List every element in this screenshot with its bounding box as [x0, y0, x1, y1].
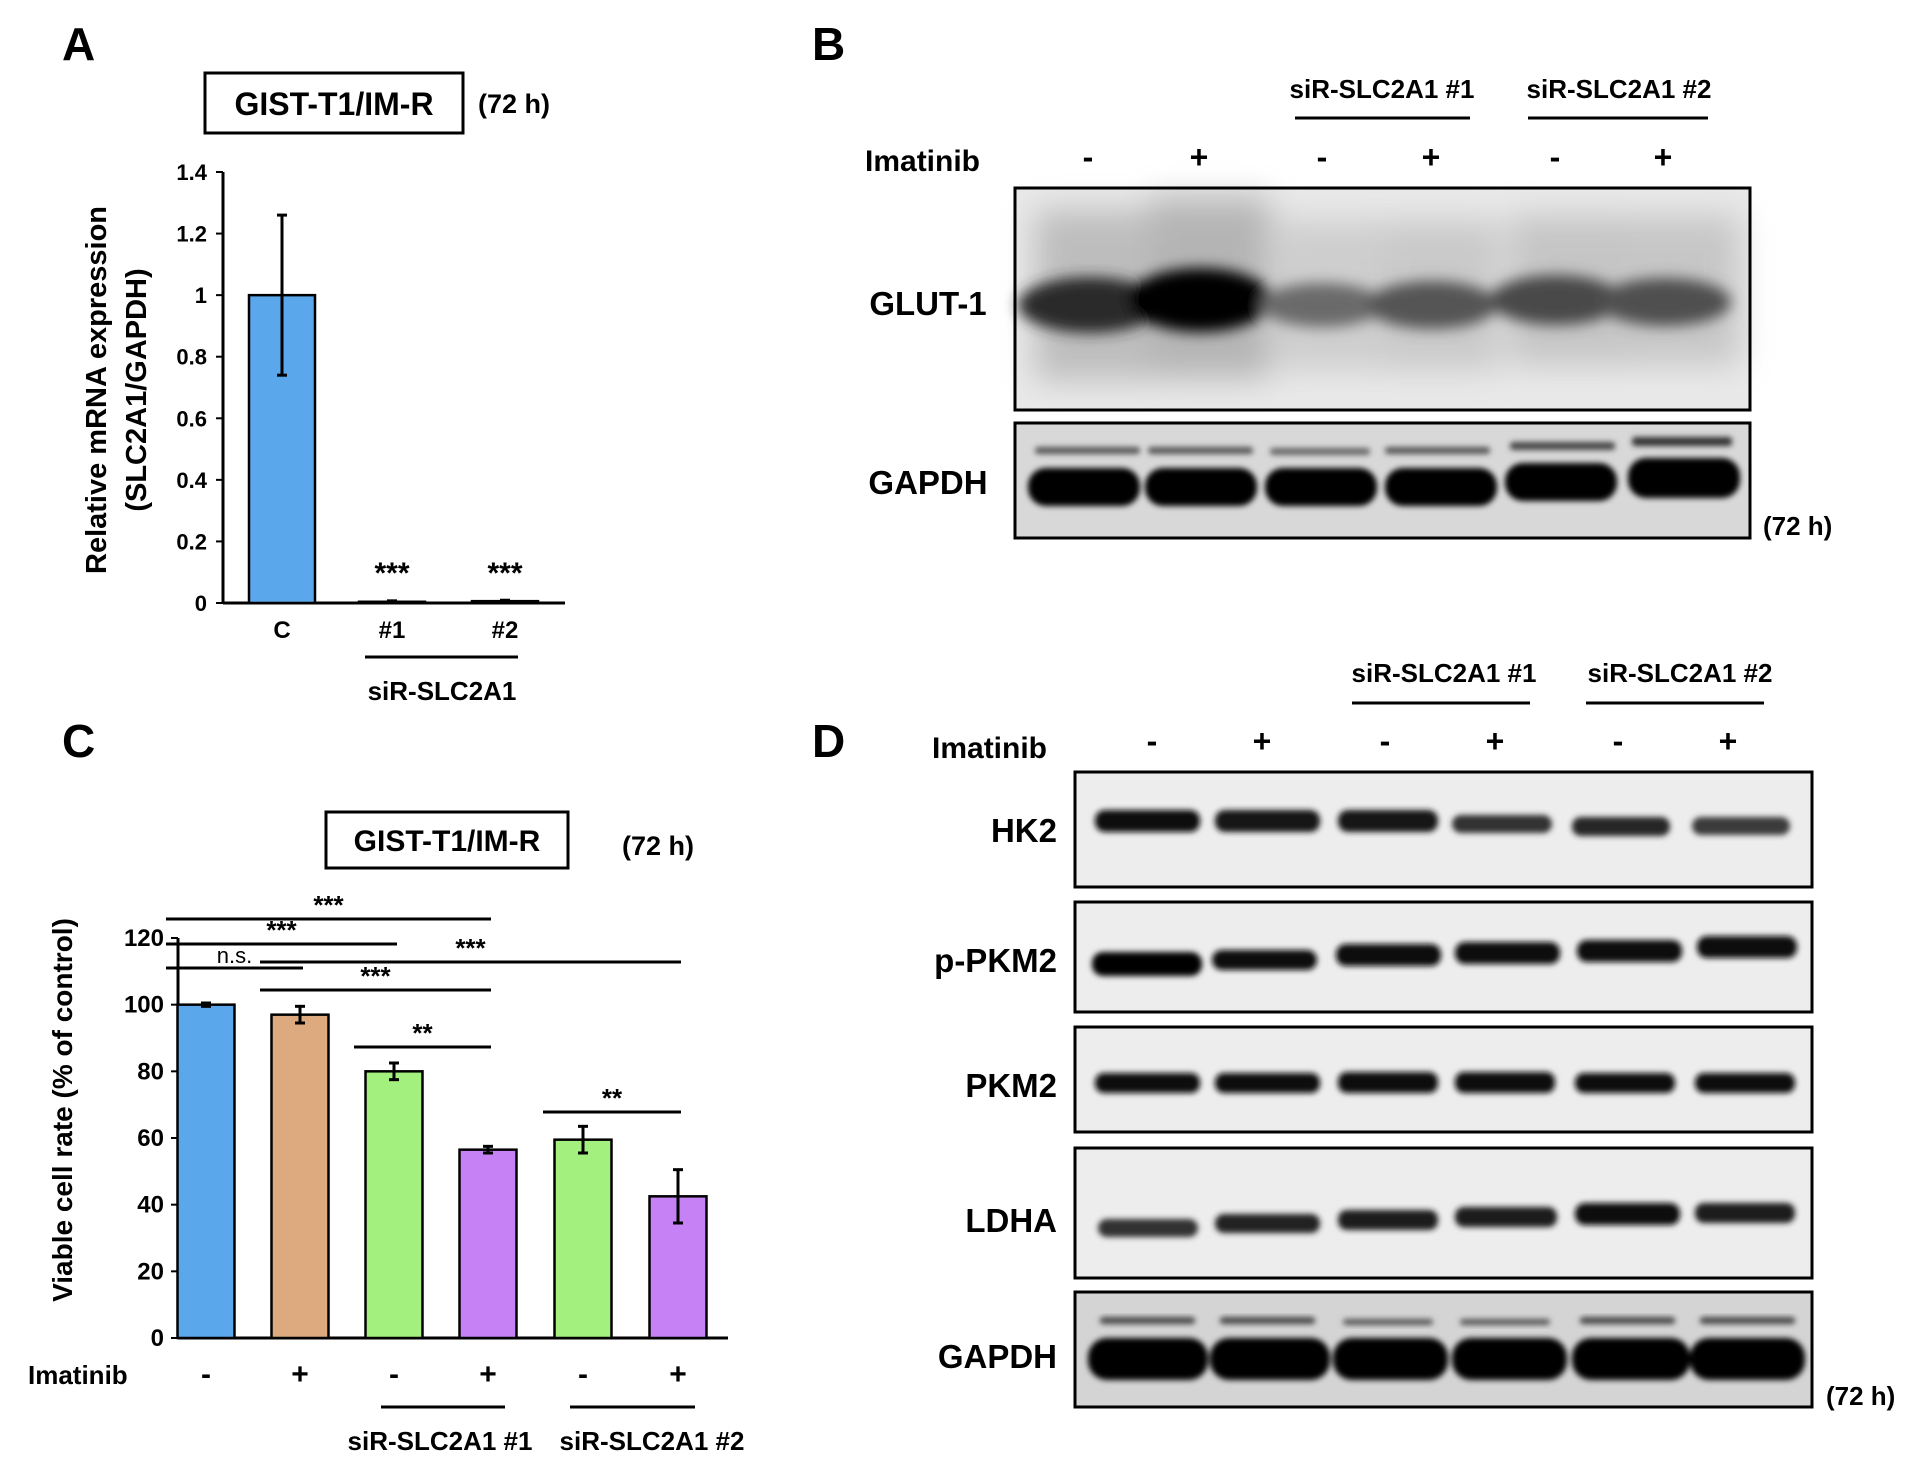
panel-d-sign: - — [1613, 723, 1624, 759]
significance-label: n.s. — [217, 943, 252, 968]
panel-a-title-box — [203, 71, 465, 135]
panel-a-chart: 0 0.2 0.4 0.6 0.8 1 1.2 1.4 C #1 *** #2 *** — [176, 160, 565, 644]
y-tick-label: 1.4 — [176, 160, 207, 185]
significance-label: *** — [374, 557, 409, 590]
panel-b-row-label-gapdh: GAPDH — [868, 464, 987, 501]
panel-c-ylabel: Viable cell rate (% of control) — [47, 918, 78, 1302]
panel-c: C GIST-T1/IM-R (72 h) Viable cell rate (… — [28, 715, 744, 1456]
panel-d-row-label-ppkm2: p-PKM2 — [934, 942, 1057, 979]
panel-b: B siR-SLC2A1 #1 siR-SLC2A1 #2 Imatinib -… — [812, 18, 1832, 541]
significance-label: *** — [360, 961, 391, 991]
y-tick-label: 60 — [137, 1125, 164, 1152]
bar — [364, 1070, 424, 1340]
panel-b-sign: + — [1654, 139, 1673, 175]
panel-b-sign: - — [1550, 139, 1561, 175]
panel-b-group1-label: siR-SLC2A1 #1 — [1290, 74, 1475, 104]
significance-label: ** — [602, 1083, 623, 1113]
panel-b-letter: B — [812, 18, 845, 70]
panel-d-sign: - — [1380, 723, 1391, 759]
significance-label: *** — [313, 890, 344, 920]
panel-b-signs: - + - + - + — [1083, 139, 1673, 175]
x-tick-label: - — [578, 1358, 588, 1391]
panel-a-letter: A — [62, 18, 95, 70]
y-tick-label: 0.8 — [176, 345, 207, 370]
x-tick-label: + — [291, 1358, 309, 1391]
x-tick-label: - — [389, 1358, 399, 1391]
panel-d-row-label-hk2: HK2 — [991, 812, 1057, 849]
panel-b-sign: - — [1317, 139, 1328, 175]
x-tick-label: #2 — [492, 617, 519, 644]
panel-a: A GIST-T1/IM-R (72 h) Relative mRNA expr… — [62, 18, 565, 706]
y-tick-label: 0 — [151, 1325, 164, 1352]
x-tick-label: - — [201, 1358, 211, 1391]
y-tick-label: 80 — [137, 1058, 164, 1085]
panel-a-ylabel-line2: (SLC2A1/GAPDH) — [121, 268, 153, 511]
panel-a-title: GIST-T1/IM-R — [234, 86, 433, 122]
x-tick-label: #1 — [379, 617, 406, 644]
panel-a-time-note: (72 h) — [478, 89, 550, 119]
panel-d-group1-label: siR-SLC2A1 #1 — [1352, 658, 1537, 688]
y-tick-label: 40 — [137, 1192, 164, 1219]
panel-b-sign: + — [1422, 139, 1441, 175]
panel-b-sign: - — [1083, 139, 1094, 175]
y-tick-label: 0 — [195, 591, 207, 616]
panel-c-title: GIST-T1/IM-R — [354, 825, 541, 858]
panel-d-treatment-label: Imatinib — [932, 732, 1047, 765]
significance-label: ** — [412, 1018, 433, 1048]
panel-c-time-note: (72 h) — [622, 831, 694, 861]
panel-c-title-box — [324, 810, 570, 870]
panel-d-time-note: (72 h) — [1826, 1381, 1895, 1411]
x-tick-label: C — [273, 617, 290, 644]
y-tick-label: 20 — [137, 1258, 164, 1285]
panel-d: D siR-SLC2A1 #1 siR-SLC2A1 #2 Imatinib -… — [812, 658, 1895, 1411]
panel-d-row-label-gapdh: GAPDH — [938, 1338, 1057, 1375]
y-tick-label: 0.4 — [176, 468, 207, 493]
blot-glut1 — [1013, 186, 1752, 412]
panel-c-treatment-label: Imatinib — [28, 1360, 128, 1390]
panel-c-letter: C — [62, 715, 95, 767]
panel-d-group2-label: siR-SLC2A1 #2 — [1588, 658, 1773, 688]
y-tick-label: 100 — [124, 992, 164, 1019]
bar — [176, 1003, 236, 1340]
panel-b-sign: + — [1190, 139, 1209, 175]
panel-a-ylabel-line1: Relative mRNA expression — [81, 206, 113, 574]
panel-b-row-label-glut1: GLUT-1 — [869, 285, 986, 322]
panel-d-row-label-ldha: LDHA — [965, 1202, 1057, 1239]
y-tick-label: 120 — [124, 925, 164, 952]
panel-d-sign: + — [1719, 723, 1738, 759]
bar — [270, 1013, 330, 1340]
blot-ldha — [1073, 1146, 1814, 1280]
panel-d-sign: + — [1486, 723, 1505, 759]
significance-label: *** — [455, 933, 486, 963]
panel-b-time-note: (72 h) — [1763, 511, 1832, 541]
y-tick-label: 1.2 — [176, 222, 207, 247]
panel-d-letter: D — [812, 715, 845, 767]
panel-b-group2-label: siR-SLC2A1 #2 — [1527, 74, 1712, 104]
panel-b-treatment-label: Imatinib — [865, 145, 980, 178]
significance-label: *** — [487, 557, 522, 590]
blot-pkm2 — [1073, 1025, 1814, 1134]
y-tick-label: 1 — [195, 283, 207, 308]
bar — [553, 1138, 613, 1340]
y-tick-label: 0.2 — [176, 529, 207, 554]
blot-hk2 — [1073, 770, 1814, 889]
panel-d-sign: - — [1147, 723, 1158, 759]
panel-d-sign: + — [1253, 723, 1272, 759]
x-tick-label: + — [479, 1358, 497, 1391]
panel-a-group-label: siR-SLC2A1 — [368, 676, 517, 706]
panel-c-group2-label: siR-SLC2A1 #2 — [560, 1426, 745, 1456]
x-tick-label: + — [669, 1358, 687, 1391]
panel-d-row-label-pkm2: PKM2 — [965, 1067, 1057, 1104]
blot-gapdh-b — [1013, 421, 1752, 540]
panel-d-signs: - + - + - + — [1147, 723, 1738, 759]
y-tick-label: 0.6 — [176, 406, 207, 431]
blot-gapdh-d — [1073, 1290, 1814, 1409]
blot-ppkm2 — [1073, 900, 1814, 1014]
bar — [458, 1148, 518, 1340]
panel-c-group1-label: siR-SLC2A1 #1 — [348, 1426, 533, 1456]
